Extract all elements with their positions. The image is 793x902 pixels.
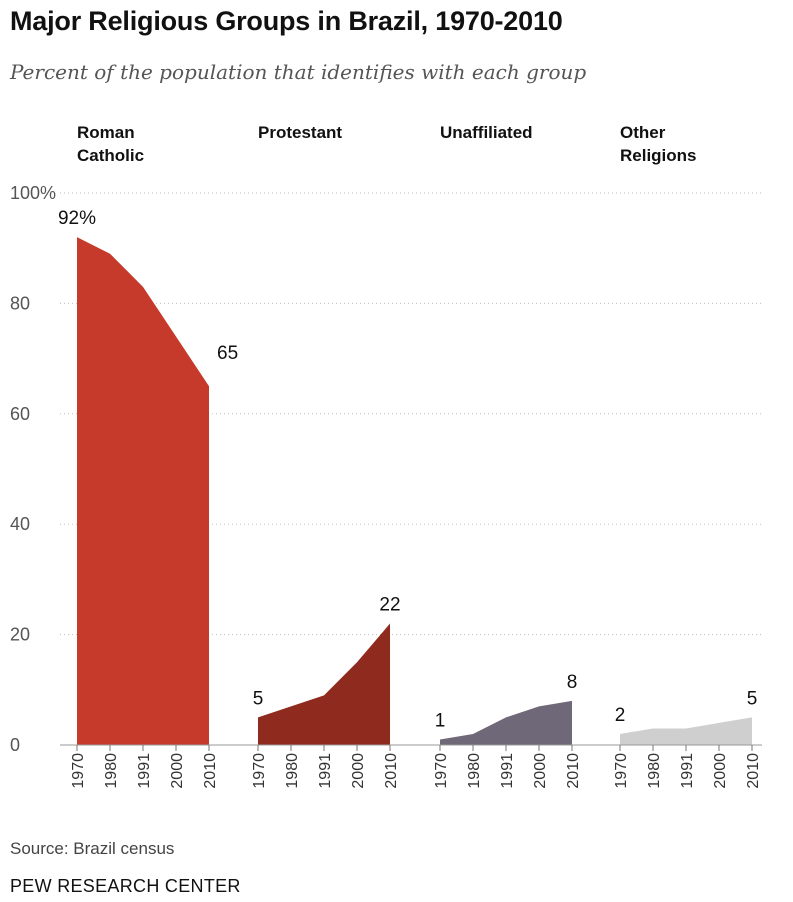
x-tick-label: 2010 [202, 753, 219, 789]
chart-title: Major Religious Groups in Brazil, 1970-2… [10, 6, 563, 36]
y-tick-label-80: 80 [10, 293, 30, 313]
group-label-roman-catholic: Roman Catholic [77, 123, 145, 165]
x-tick-label: 1980 [284, 753, 301, 789]
x-tick-label: 2000 [712, 753, 729, 789]
x-tick-label: 2010 [745, 753, 762, 789]
chart-subtitle: Percent of the population that identifie… [10, 60, 587, 84]
x-tick-label: 1991 [136, 753, 153, 789]
data-label: 1 [435, 710, 446, 731]
area-other-religions [620, 717, 752, 745]
x-tick-label: 1980 [466, 753, 483, 789]
y-tick-label-60: 60 [10, 404, 30, 424]
y-tick-label-0: 0 [10, 735, 20, 755]
x-tick-label: 2000 [169, 753, 186, 789]
data-label: 2 [615, 705, 626, 726]
x-tick-label: 2000 [532, 753, 549, 789]
group-label-other-religions: Other Religions [620, 123, 697, 165]
x-tick-label: 1980 [103, 753, 120, 789]
area-unaffiliated [440, 700, 572, 745]
x-tick-label: 1970 [613, 753, 630, 789]
area-roman-catholic [77, 237, 209, 745]
y-tick-label-40: 40 [10, 514, 30, 534]
source-note: Source: Brazil census [10, 839, 175, 858]
x-tick-label: 1970 [433, 753, 450, 789]
data-label: 5 [253, 688, 264, 709]
x-tick-label: 1991 [679, 753, 696, 789]
x-tick-label: 2000 [350, 753, 367, 789]
data-label: 65 [217, 343, 238, 364]
data-label: 92% [58, 208, 96, 229]
x-tick-label: 1980 [646, 753, 663, 789]
data-label: 22 [379, 595, 400, 616]
x-tick-label: 1970 [70, 753, 87, 789]
group-label-protestant: Protestant [258, 123, 343, 142]
x-tick-label: 1991 [317, 753, 334, 789]
data-label: 5 [747, 688, 758, 709]
y-tick-label-100: 100% [10, 183, 56, 203]
data-label: 8 [567, 672, 578, 693]
x-tick-label: 2010 [383, 753, 400, 789]
y-tick-label-20: 20 [10, 625, 30, 645]
area-protestant [258, 623, 390, 745]
x-tick-label: 1991 [499, 753, 516, 789]
organization-name: PEW RESEARCH CENTER [10, 876, 241, 896]
x-tick-label: 2010 [565, 753, 582, 789]
x-tick-label: 1970 [251, 753, 268, 789]
group-label-unaffiliated: Unaffiliated [440, 123, 533, 142]
